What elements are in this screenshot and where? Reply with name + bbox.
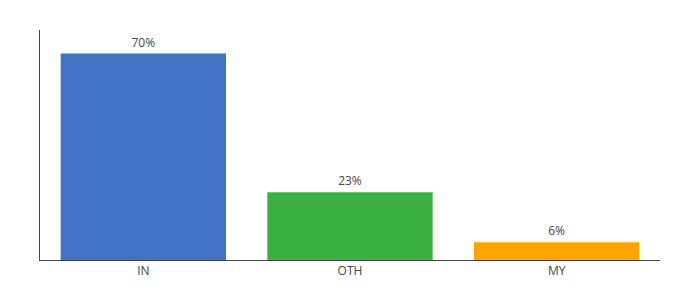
svg-text:OTH: OTH bbox=[338, 262, 363, 279]
svg-text:6%: 6% bbox=[548, 222, 565, 239]
svg-text:MY: MY bbox=[548, 262, 566, 279]
svg-text:23%: 23% bbox=[338, 172, 362, 189]
svg-text:70%: 70% bbox=[131, 34, 155, 51]
svg-text:IN: IN bbox=[137, 262, 149, 279]
